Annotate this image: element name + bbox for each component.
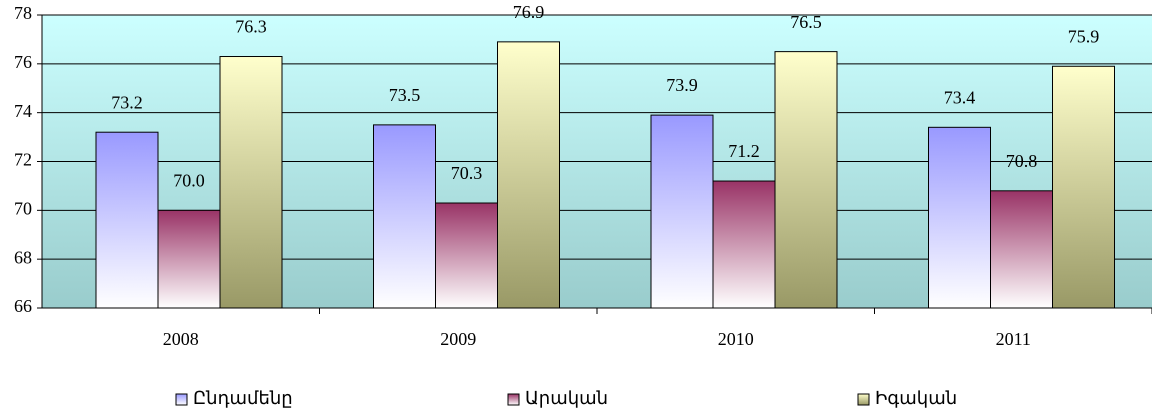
data-label: 70.3 (451, 163, 483, 183)
y-tick-label: 74 (14, 101, 32, 121)
y-tick-label: 68 (14, 247, 32, 267)
legend-label: Ընդամենը (193, 388, 293, 408)
data-label: 70.0 (173, 170, 205, 190)
data-label: 71.2 (728, 141, 760, 161)
data-label: 73.2 (111, 92, 143, 112)
x-tick-label: 2008 (163, 329, 199, 349)
bar (497, 41, 560, 309)
legend-swatch (175, 393, 188, 406)
bar (774, 51, 838, 309)
legend-swatch (857, 393, 870, 406)
data-label: 75.9 (1068, 26, 1100, 46)
data-label: 76.3 (235, 17, 267, 37)
legend-swatch (507, 393, 520, 406)
data-label: 73.9 (666, 75, 698, 95)
y-tick-label: 72 (14, 150, 32, 170)
x-tick-label: 2009 (440, 329, 476, 349)
bar (95, 131, 159, 309)
x-tick-label: 2010 (718, 329, 754, 349)
legend-label: Իգական (875, 388, 957, 408)
bar (157, 209, 221, 309)
bar (650, 114, 714, 309)
bar (1052, 65, 1115, 309)
bar (712, 180, 776, 309)
bar (990, 190, 1053, 309)
legend-label: Արական (525, 388, 608, 408)
data-label: 76.9 (513, 2, 545, 22)
y-tick-label: 70 (14, 198, 32, 218)
data-label: 73.4 (944, 87, 976, 107)
data-label: 70.8 (1006, 151, 1038, 171)
bar (435, 202, 498, 309)
y-tick-label: 78 (14, 3, 32, 23)
data-label: 76.5 (790, 12, 822, 32)
x-tick-label: 2011 (996, 329, 1031, 349)
y-tick-label: 66 (14, 296, 32, 316)
data-label: 73.5 (389, 85, 421, 105)
bar (219, 56, 283, 309)
bar (928, 126, 991, 309)
y-tick-label: 76 (14, 52, 32, 72)
bar (373, 124, 436, 309)
